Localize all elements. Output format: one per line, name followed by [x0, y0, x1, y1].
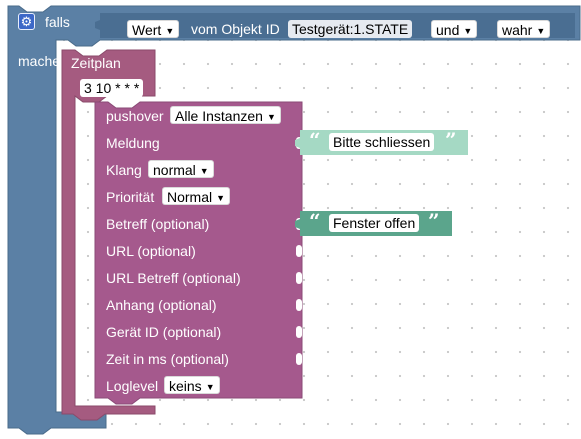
gear-icon[interactable]: ⚙ — [18, 13, 35, 30]
sound-dropdown[interactable]: normal ▼ — [148, 160, 214, 178]
close-quote-icon: ” — [445, 128, 457, 152]
schedule-label: Zeitplan — [71, 55, 121, 71]
priority-dropdown[interactable]: Normal ▼ — [162, 187, 231, 205]
instance-value: Alle Instanzen — [175, 108, 263, 124]
of-object-label: vom Objekt ID — [191, 21, 280, 37]
priority-value: Normal — [167, 189, 213, 205]
chevron-down-icon: ▼ — [205, 382, 215, 392]
cron-input[interactable]: 3 10 * * * — [80, 79, 144, 97]
schedule-block-shape[interactable] — [61, 49, 156, 421]
message-label: Meldung — [106, 135, 160, 151]
message-text-field[interactable]: Bitte schliessen — [329, 133, 435, 151]
object-id-field[interactable]: Testgerät:1.STATE — [288, 20, 413, 38]
value-value: wahr — [502, 22, 533, 38]
chevron-down-icon: ▼ — [216, 193, 226, 203]
chevron-down-icon: ▼ — [165, 26, 175, 36]
operator-dropdown[interactable]: und ▼ — [431, 20, 478, 38]
chevron-down-icon: ▼ — [199, 166, 209, 176]
device-label: Gerät ID (optional) — [106, 324, 222, 340]
instance-dropdown[interactable]: Alle Instanzen ▼ — [170, 106, 281, 124]
chevron-down-icon: ▼ — [536, 26, 546, 36]
chevron-down-icon: ▼ — [266, 112, 276, 122]
open-quote-icon: “ — [309, 209, 321, 233]
subject-label: Betreff (optional) — [106, 216, 210, 232]
pushover-block-shape[interactable] — [94, 101, 303, 405]
sound-value: normal — [153, 162, 196, 178]
time-label: Zeit in ms (optional) — [106, 351, 229, 367]
subject-text-field[interactable]: Fenster offen — [329, 214, 420, 232]
loglevel-label: Loglevel — [106, 378, 159, 394]
chevron-down-icon: ▼ — [463, 26, 473, 36]
property-dropdown[interactable]: Wert ▼ — [127, 20, 180, 38]
pushover-title: pushover — [106, 108, 164, 124]
priority-label: Priorität — [106, 189, 155, 205]
if-block-shape[interactable] — [7, 5, 581, 435]
loglevel-dropdown[interactable]: keins ▼ — [164, 376, 220, 394]
attachment-label: Anhang (optional) — [106, 297, 217, 313]
operator-value: und — [436, 22, 460, 38]
open-quote-icon: “ — [309, 128, 321, 152]
url-subject-label: URL Betreff (optional) — [106, 270, 241, 286]
url-label: URL (optional) — [106, 243, 196, 259]
loglevel-value: keins — [169, 378, 202, 394]
close-quote-icon: ” — [428, 209, 440, 233]
value-dropdown[interactable]: wahr ▼ — [497, 20, 551, 38]
sound-label: Klang — [106, 162, 142, 178]
do-label: mache — [18, 53, 61, 69]
if-label: falls — [45, 14, 70, 30]
property-value: Wert — [132, 22, 162, 38]
